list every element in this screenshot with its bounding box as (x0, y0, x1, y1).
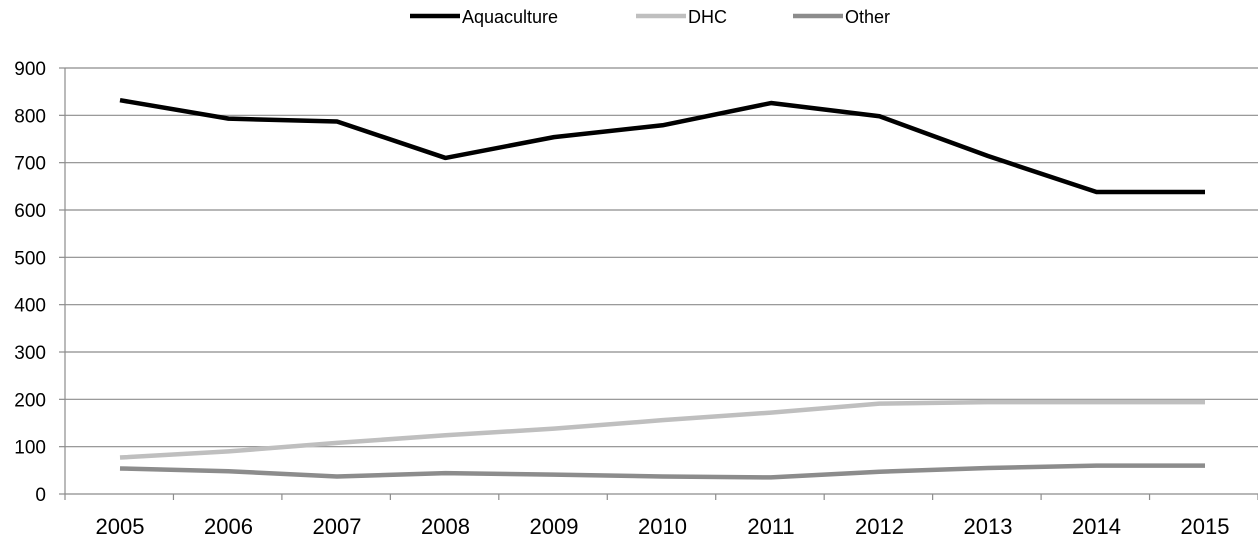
y-tick-label: 700 (14, 154, 46, 175)
x-tick-label: 2013 (964, 514, 1013, 539)
legend-label: DHC (688, 7, 727, 27)
x-tick-label: 2007 (313, 514, 362, 539)
y-tick-label: 600 (14, 201, 46, 222)
x-tick-label: 2009 (530, 514, 579, 539)
y-tick-label: 300 (14, 343, 46, 364)
x-tick-label: 2006 (204, 514, 253, 539)
series-lines (119, 97, 1206, 480)
x-tick-label: 2010 (638, 514, 687, 539)
y-tick-label: 500 (14, 248, 46, 269)
legend: Aquaculture DHC Other (410, 7, 890, 27)
axes (59, 67, 1258, 500)
y-tick-label: 0 (35, 485, 46, 506)
x-tick-label: 2015 (1181, 514, 1230, 539)
x-tick-label: 2012 (855, 514, 904, 539)
series-line-dhc (119, 399, 1205, 460)
x-tick-label: 2008 (421, 514, 470, 539)
x-axis-tick-labels: 2005 2006 2007 2008 2009 2010 2011 2012 2013 2014… (96, 514, 1230, 539)
x-tick-label: 2005 (96, 514, 145, 539)
y-tick-label: 400 (14, 296, 46, 317)
series-line-other (119, 463, 1205, 480)
x-tick-label: 2011 (747, 514, 794, 539)
y-tick-label: 200 (14, 390, 46, 411)
y-axis-tick-labels: 0 100 200 300 400 500 600 700 800 900 (14, 59, 46, 506)
y-tick-label: 100 (14, 438, 46, 459)
legend-label: Other (845, 7, 890, 27)
y-tick-label: 800 (14, 106, 46, 127)
series-line-aquaculture (119, 97, 1205, 195)
y-tick-label: 900 (14, 59, 46, 80)
x-tick-label: 2014 (1072, 514, 1121, 539)
legend-label: Aquaculture (462, 7, 558, 27)
